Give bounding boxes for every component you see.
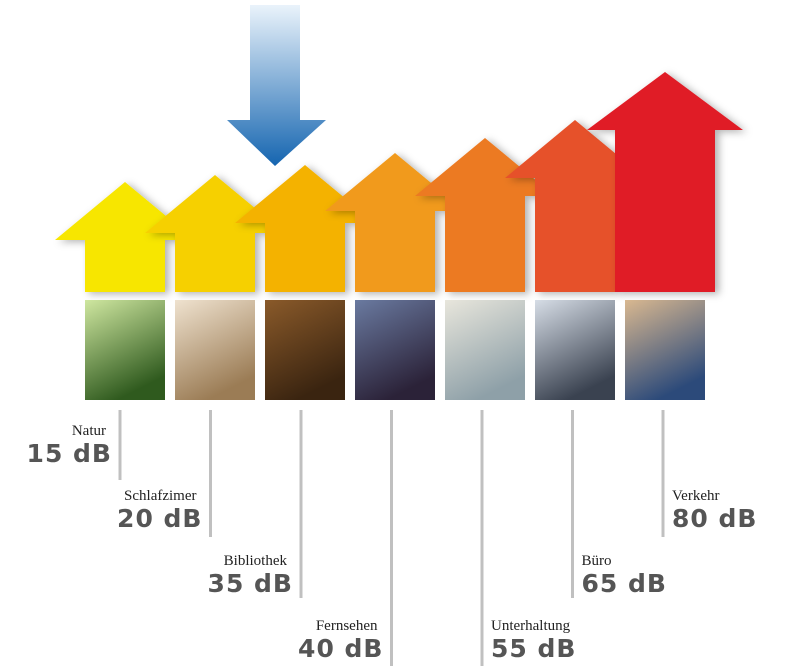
item-level: 80 dB xyxy=(672,504,757,533)
item-label: Unterhaltung xyxy=(491,618,571,634)
item-label: Fernsehen xyxy=(316,618,378,634)
photos xyxy=(85,300,705,400)
up-arrow xyxy=(587,72,743,292)
item-level: 35 dB xyxy=(208,569,293,598)
photo xyxy=(355,300,435,400)
up-arrow xyxy=(505,120,645,292)
photo xyxy=(445,300,525,400)
photo xyxy=(85,300,165,400)
item-level: 40 dB xyxy=(298,634,383,663)
arrows xyxy=(55,72,743,292)
item-level: 65 dB xyxy=(582,569,667,598)
item-label: Natur xyxy=(72,423,106,439)
item-level: 20 dB xyxy=(117,504,202,533)
item-label: Verkehr xyxy=(672,488,719,504)
down-arrow xyxy=(227,5,326,166)
photo xyxy=(625,300,705,400)
photo xyxy=(175,300,255,400)
up-arrow xyxy=(55,182,195,292)
item-label: Büro xyxy=(582,553,612,569)
item-label: Schlafzimer xyxy=(124,488,196,504)
item-level: 15 dB xyxy=(27,439,112,468)
item-label: Bibliothek xyxy=(224,553,288,569)
photo xyxy=(535,300,615,400)
up-arrow xyxy=(145,175,285,292)
item-level: 55 dB xyxy=(491,634,576,663)
up-arrow xyxy=(235,165,375,292)
photo xyxy=(265,300,345,400)
